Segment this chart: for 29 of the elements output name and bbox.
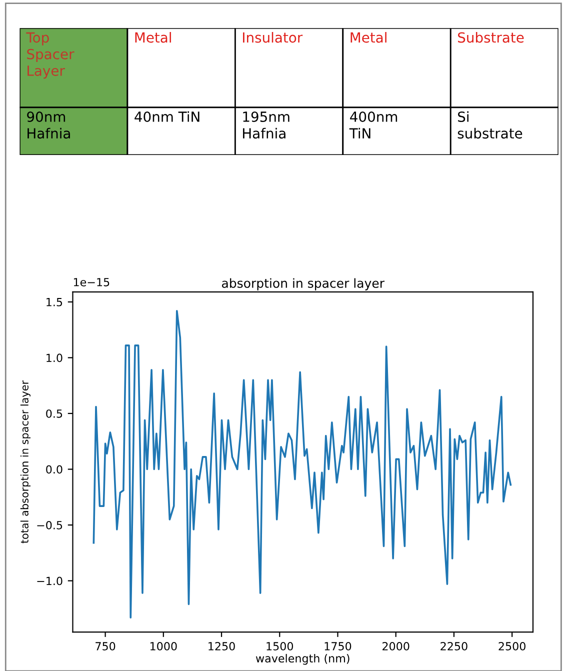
x-tick-label: 1500 — [266, 642, 294, 650]
x-tick-label: 2250 — [440, 642, 468, 650]
text: Metal — [350, 32, 386, 43]
chart-title: absorption in spacer layer — [222, 278, 384, 290]
text: Substrate — [458, 32, 524, 43]
y-tick-label: 0.0 — [46, 465, 62, 474]
x-tick-label: 2500 — [498, 642, 526, 650]
y-tick-label: −0.5 — [37, 520, 62, 530]
x-tick-label: 1750 — [324, 642, 352, 650]
text: Metal — [135, 32, 171, 43]
y-axis-title: total absorption in spacer layer — [20, 380, 30, 544]
x-tick-label: 2000 — [382, 642, 410, 650]
text: 195nm Hafnia — [243, 111, 290, 139]
text: 90nm Hafnia — [27, 111, 70, 139]
text: Si substrate — [458, 111, 522, 139]
y-tick-label: −1.0 — [37, 576, 62, 586]
text: Top Spacer Layer — [26, 32, 74, 79]
line-series — [92, 310, 512, 618]
text: 1e−15 — [74, 278, 110, 286]
x-axis-title: wavelength (nm) — [256, 654, 350, 665]
y-tick-label: 1.5 — [46, 298, 62, 306]
x-tick-label: 1250 — [208, 642, 235, 650]
text: 40nm TiN — [134, 111, 200, 122]
text: 400nm TiN — [349, 111, 398, 138]
text: Insulator — [243, 32, 303, 43]
y-tick-label: 1.0 — [46, 354, 62, 362]
x-tick-label: 1000 — [150, 642, 177, 650]
y-tick-label: 0.5 — [46, 409, 62, 418]
x-tick-label: 750 — [96, 642, 116, 650]
